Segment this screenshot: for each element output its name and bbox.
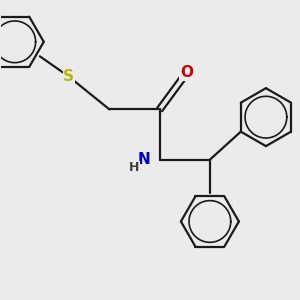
Text: O: O	[180, 65, 193, 80]
Text: H: H	[129, 161, 140, 175]
Text: N: N	[138, 152, 151, 167]
Text: S: S	[63, 69, 74, 84]
